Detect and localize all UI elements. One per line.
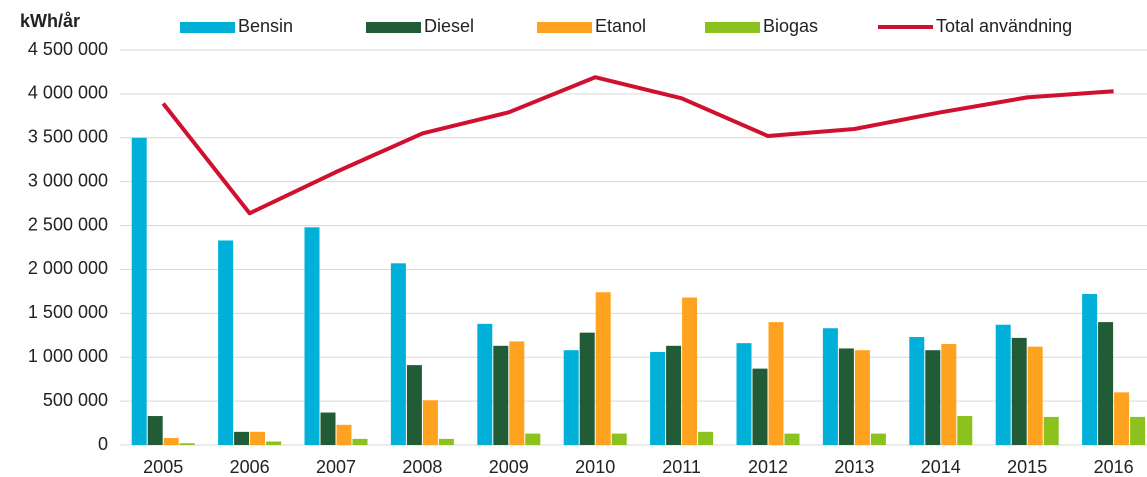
legend-marker <box>537 22 592 33</box>
x-tick-label: 2015 <box>1007 457 1047 477</box>
bar <box>784 433 800 445</box>
bar <box>250 431 266 445</box>
bar <box>957 416 973 445</box>
legend-label: Bensin <box>238 16 293 36</box>
bar <box>1043 416 1059 445</box>
x-tick-label: 2013 <box>834 457 874 477</box>
bar <box>595 292 611 445</box>
legend-label: Etanol <box>595 16 646 36</box>
bar <box>406 365 422 445</box>
bar <box>768 322 784 445</box>
y-tick-label: 3 000 000 <box>28 170 108 190</box>
x-tick-label: 2016 <box>1094 457 1134 477</box>
y-axis-label: kWh/år <box>20 11 80 31</box>
bar <box>336 424 352 445</box>
legend-marker <box>705 22 760 33</box>
bar <box>509 341 525 445</box>
bar <box>854 350 870 445</box>
bar <box>266 441 282 445</box>
bar <box>525 433 541 445</box>
y-tick-label: 1 000 000 <box>28 346 108 366</box>
bar <box>1130 416 1146 445</box>
bar <box>390 263 406 445</box>
line <box>161 75 1114 216</box>
bar <box>147 416 163 445</box>
legend-label: Total användning <box>936 16 1072 36</box>
bar <box>477 323 493 445</box>
bar <box>870 433 886 445</box>
bar <box>320 412 336 445</box>
bar <box>179 443 195 445</box>
bar <box>1011 337 1027 445</box>
y-tick-label: 4 500 000 <box>28 39 108 59</box>
x-tick-label: 2014 <box>921 457 961 477</box>
bar <box>909 337 925 445</box>
bar <box>234 431 250 445</box>
x-tick-label: 2005 <box>143 457 183 477</box>
y-tick-label: 3 500 000 <box>28 127 108 147</box>
x-tick-label: 2006 <box>230 457 270 477</box>
bar <box>438 438 454 445</box>
x-tick-label: 2009 <box>489 457 529 477</box>
legend-marker <box>366 22 421 33</box>
bar <box>131 137 147 445</box>
bar <box>611 433 627 445</box>
y-tick-label: 2 000 000 <box>28 258 108 278</box>
bar <box>579 332 595 445</box>
bar <box>163 437 179 445</box>
bar <box>422 400 438 445</box>
bar <box>995 324 1011 445</box>
bar <box>838 348 854 445</box>
bar <box>352 438 368 445</box>
bar <box>822 328 838 445</box>
bar <box>493 345 509 445</box>
x-tick-label: 2008 <box>402 457 442 477</box>
bar <box>941 344 957 445</box>
y-tick-label: 2 500 000 <box>28 214 108 234</box>
bar <box>925 350 941 445</box>
bar <box>1114 392 1130 445</box>
y-tick-label: 4 000 000 <box>28 83 108 103</box>
bar <box>666 345 682 445</box>
bar <box>563 350 579 445</box>
bar <box>736 343 752 445</box>
y-tick-label: 1 500 000 <box>28 302 108 322</box>
x-tick-label: 2007 <box>316 457 356 477</box>
y-tick-label: 500 000 <box>43 390 108 410</box>
x-tick-label: 2010 <box>575 457 615 477</box>
bar <box>682 297 698 445</box>
legend-marker <box>180 22 235 33</box>
bar <box>1098 322 1114 445</box>
x-tick-label: 2011 <box>662 457 701 477</box>
bar <box>218 240 234 445</box>
bar <box>650 351 666 445</box>
x-tick-label: 2012 <box>748 457 788 477</box>
legend-label: Biogas <box>763 16 818 36</box>
bar <box>1027 346 1043 445</box>
bar <box>752 368 768 445</box>
legend-label: Diesel <box>424 16 474 36</box>
bar <box>1082 294 1098 445</box>
y-tick-label: 0 <box>98 434 108 454</box>
bar <box>304 227 320 445</box>
bar <box>698 431 714 445</box>
